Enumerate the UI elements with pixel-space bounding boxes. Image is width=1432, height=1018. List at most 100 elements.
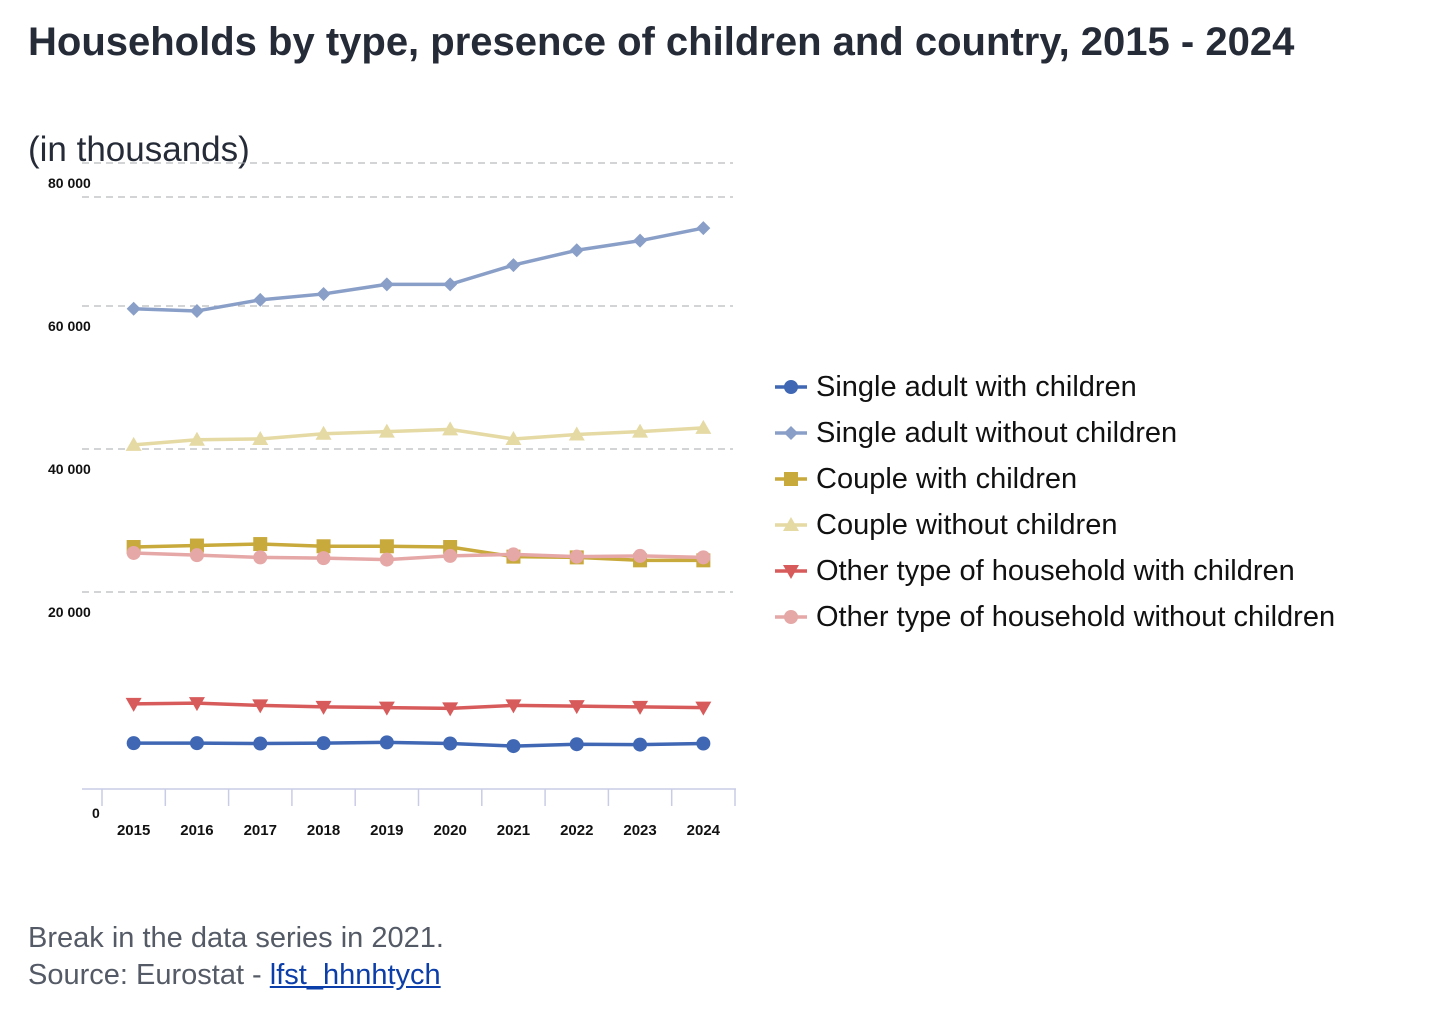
legend-item[interactable]: Couple without children <box>774 502 1335 548</box>
series-line <box>133 226 704 313</box>
data-point <box>506 258 521 273</box>
data-point <box>783 517 799 531</box>
chart-title: Households by type, presence of children… <box>28 20 1295 64</box>
x-tick-label: 2020 <box>433 822 466 839</box>
x-tick-label: 2016 <box>180 822 213 839</box>
data-point <box>633 233 648 248</box>
y-tick-label: 60 000 <box>48 318 91 334</box>
data-point <box>316 286 331 301</box>
series-2 <box>126 537 711 568</box>
data-point <box>253 537 268 552</box>
data-point <box>189 303 204 318</box>
data-point <box>695 701 712 716</box>
legend-item[interactable]: Couple with children <box>774 456 1335 502</box>
legend-label: Couple without children <box>816 508 1118 541</box>
y-tick-label: 80 000 <box>48 175 91 191</box>
data-point <box>126 736 141 751</box>
data-point <box>568 700 585 715</box>
legend-swatch <box>775 472 807 486</box>
data-point <box>379 277 394 292</box>
legend-swatch <box>775 517 807 531</box>
data-point <box>633 548 648 563</box>
data-point <box>379 735 394 750</box>
data-point <box>695 419 712 434</box>
data-point <box>252 699 269 714</box>
data-point <box>126 301 141 316</box>
data-point <box>633 737 648 752</box>
y-tick-label: 0 <box>92 805 100 821</box>
data-point <box>784 426 798 440</box>
line-chart: 0 20 000 40 000 60 000 80 000 2015 2016 2017 201… <box>48 162 736 839</box>
data-point <box>443 736 458 751</box>
chart-footer: Break in the data series in 2021. Source… <box>28 920 444 994</box>
data-point <box>443 277 458 292</box>
data-point <box>315 700 332 715</box>
data-point <box>784 472 798 486</box>
legend-swatch <box>775 426 807 440</box>
x-tick-label: 2021 <box>497 822 530 839</box>
x-tick-label: 2017 <box>244 822 277 839</box>
series-line <box>133 701 704 711</box>
data-point <box>379 552 394 567</box>
series-layer <box>125 221 712 754</box>
data-point <box>378 423 395 438</box>
data-point <box>125 436 142 451</box>
data-point <box>189 538 204 553</box>
data-point <box>253 736 268 751</box>
data-point <box>506 547 521 562</box>
x-tick-label: 2019 <box>370 822 403 839</box>
data-point <box>189 736 204 751</box>
x-tick-label: 2023 <box>623 822 656 839</box>
legend-item[interactable]: Other type of household with children <box>774 548 1335 594</box>
data-point <box>632 423 649 438</box>
series-0 <box>126 735 711 754</box>
series-3 <box>125 419 712 451</box>
source-link[interactable]: lfst_hhnhtych <box>269 959 441 991</box>
y-tick-label: 20 000 <box>48 604 91 620</box>
data-point <box>316 551 331 566</box>
data-point <box>188 431 205 446</box>
data-point <box>253 292 268 307</box>
data-point <box>696 736 711 751</box>
data-point <box>316 736 331 751</box>
series-line <box>133 542 704 563</box>
data-point <box>696 550 711 565</box>
data-point <box>442 421 459 436</box>
legend-item[interactable]: Other type of household without children <box>774 594 1335 640</box>
data-point <box>505 699 522 714</box>
series-line <box>133 740 704 748</box>
legend-item[interactable]: Single adult with children <box>774 364 1335 410</box>
legend-swatch <box>775 565 807 579</box>
data-point <box>253 550 268 565</box>
legend-label: Single adult without children <box>816 416 1178 449</box>
grid-layer <box>82 162 733 593</box>
data-point <box>189 548 204 563</box>
data-point <box>378 701 395 716</box>
data-point <box>443 548 458 563</box>
x-tick-label: 2015 <box>117 822 150 839</box>
x-tick-label: 2024 <box>687 822 721 839</box>
chart-subtitle: (in thousands) <box>28 130 250 169</box>
chart-legend: Single adult with children Single adult w… <box>774 364 1335 640</box>
legend-item[interactable]: Single adult without children <box>774 410 1335 456</box>
data-point <box>442 702 459 717</box>
data-point <box>505 430 522 445</box>
x-tick-label: 2022 <box>560 822 593 839</box>
x-tick-label: 2018 <box>307 822 340 839</box>
data-point <box>252 430 269 445</box>
series-1 <box>126 221 711 318</box>
data-point <box>568 426 585 441</box>
source-prefix: Source: Eurostat - <box>28 959 270 991</box>
data-point <box>126 545 141 560</box>
series-line <box>133 551 704 562</box>
data-point <box>506 739 521 754</box>
data-point <box>569 243 584 258</box>
break-note: Break in the data series in 2021. <box>28 922 444 954</box>
legend-label: Single adult with children <box>816 370 1137 403</box>
legend-swatch <box>775 610 807 624</box>
data-point <box>632 700 649 715</box>
data-point <box>783 565 799 579</box>
legend-label: Other type of household without children <box>816 600 1336 633</box>
data-point <box>316 539 331 554</box>
data-point <box>125 697 142 712</box>
